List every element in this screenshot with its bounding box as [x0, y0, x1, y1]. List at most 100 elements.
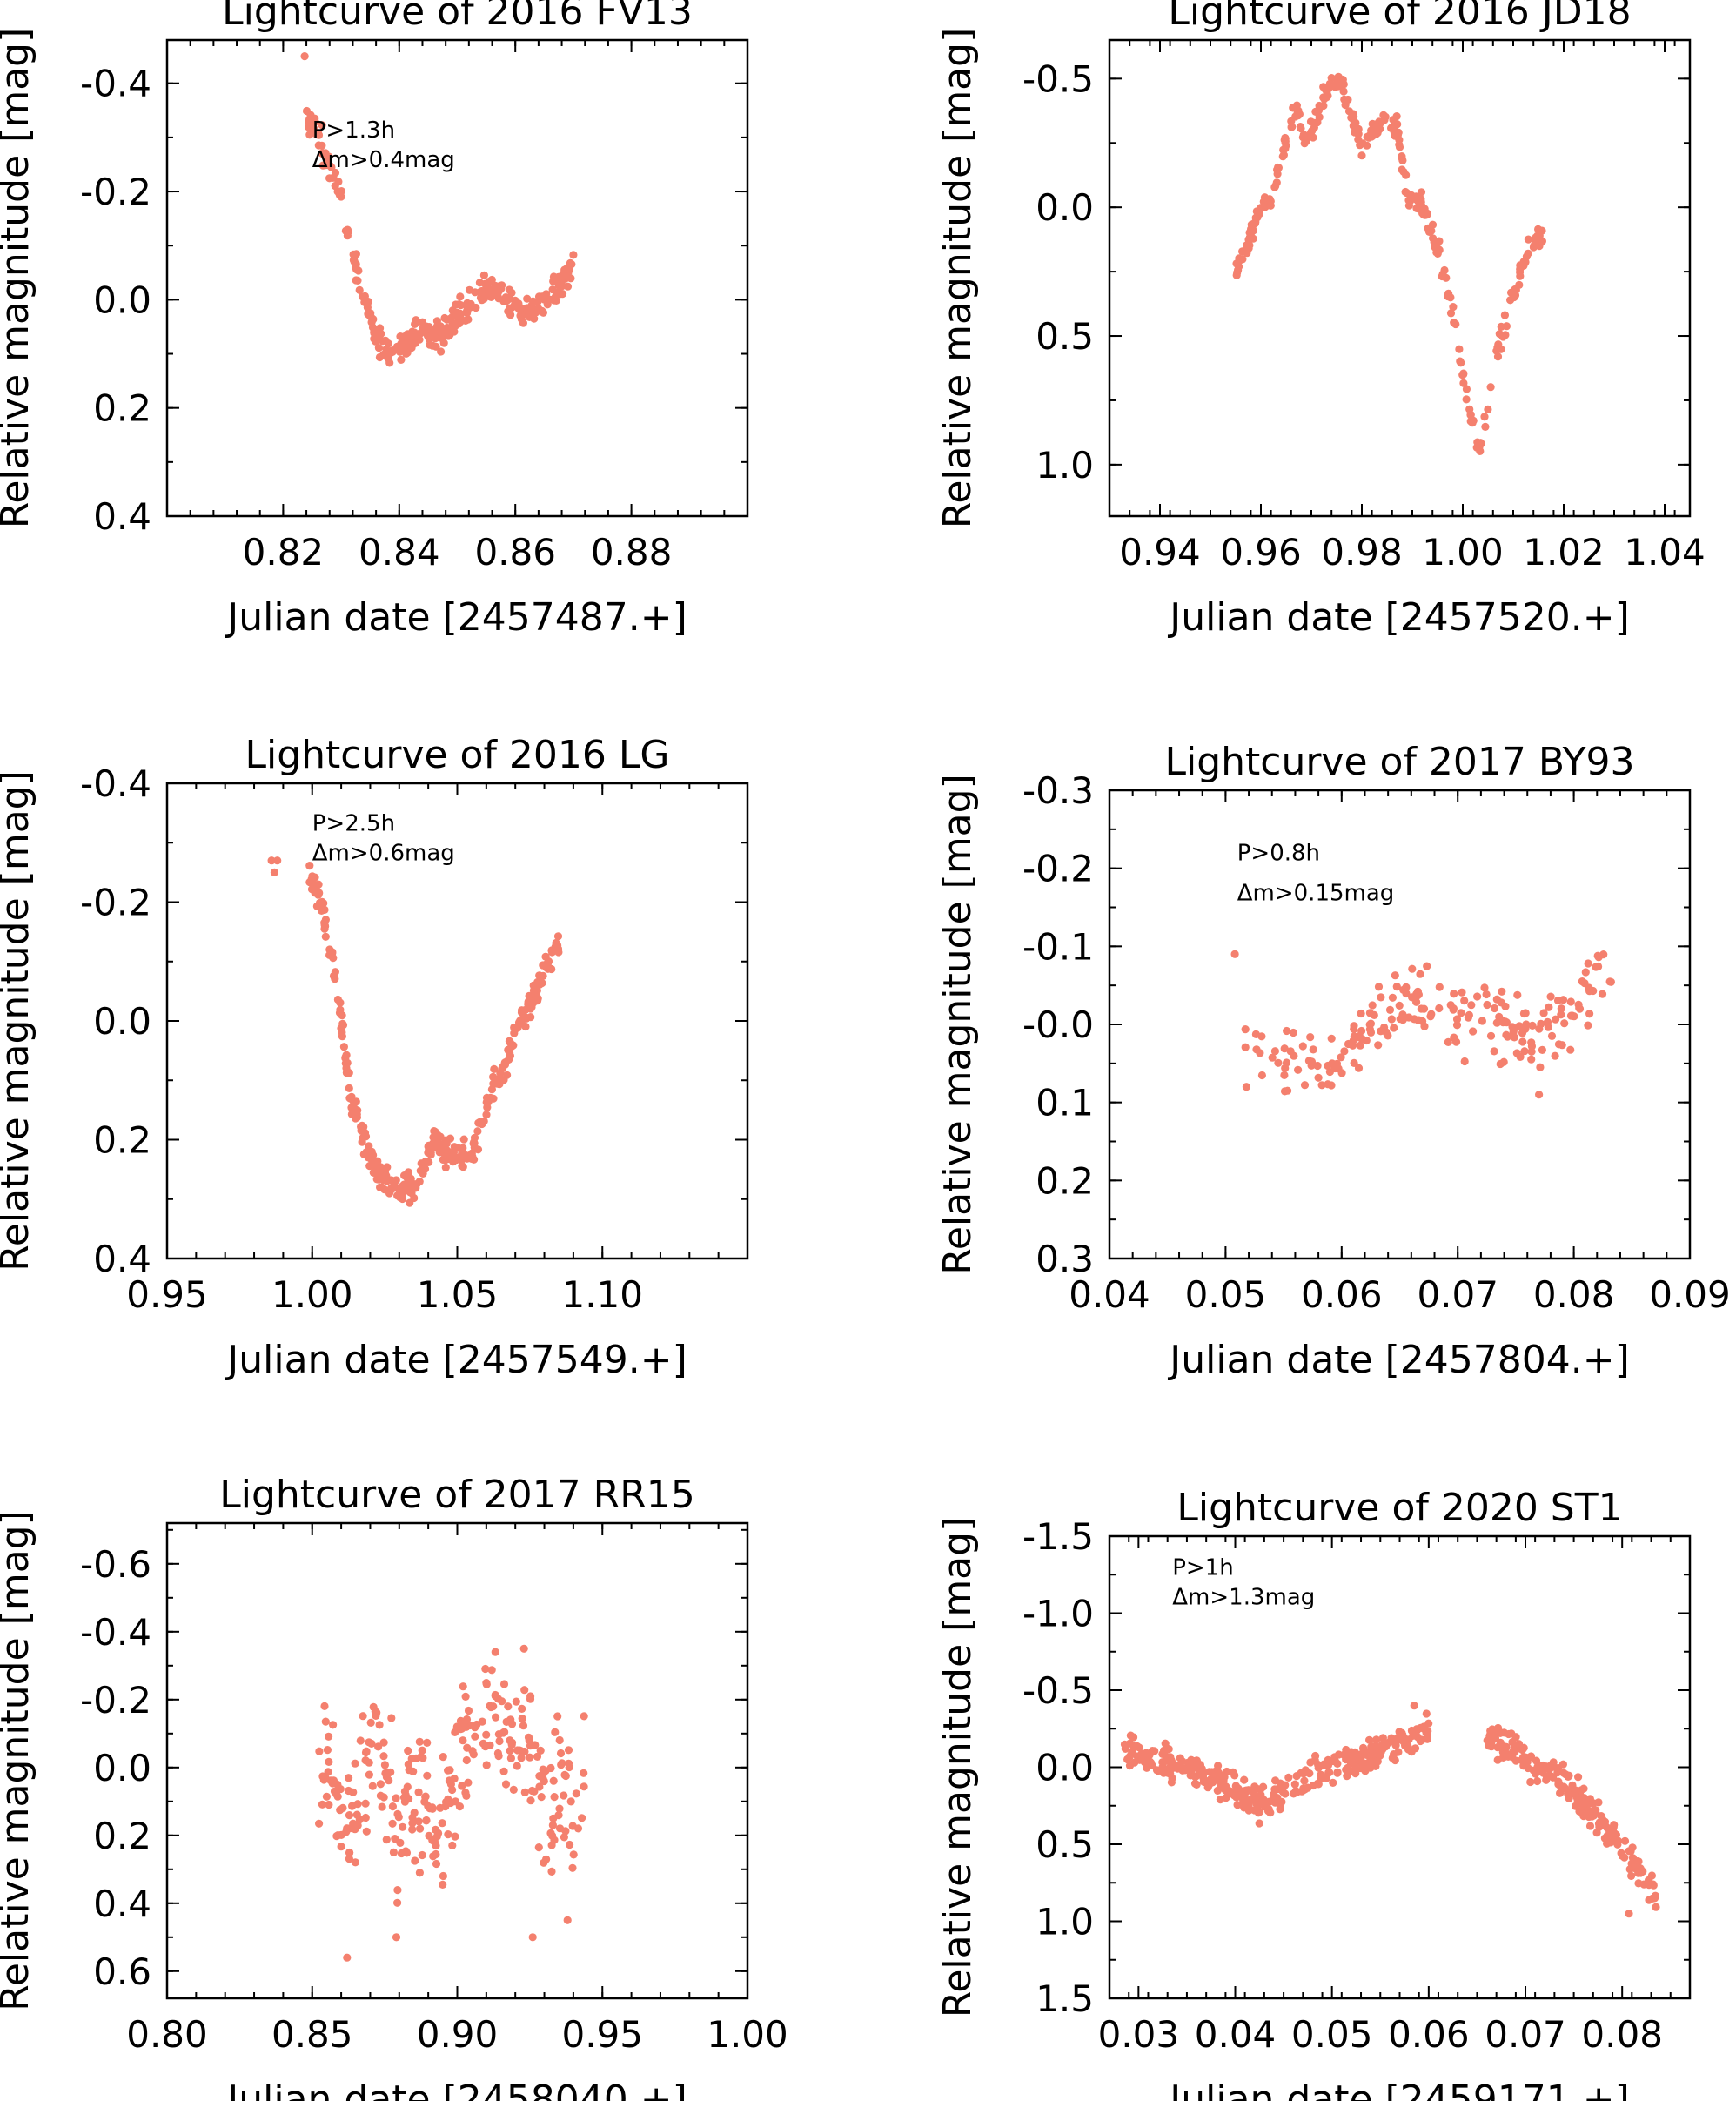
data-point [1498, 987, 1506, 996]
data-point [1255, 207, 1263, 216]
data-point [1394, 1748, 1403, 1756]
data-point [362, 1827, 371, 1836]
x-tick-label: 1.00 [707, 2013, 788, 2056]
data-point [1350, 1058, 1358, 1067]
data-point [529, 986, 539, 995]
data-point [1338, 76, 1347, 84]
data-point [1310, 118, 1318, 127]
data-point [426, 1804, 434, 1813]
data-point [428, 1139, 438, 1148]
panel-4: Lightcurve of 2017 BY93 Julian date [2457… [935, 740, 1731, 1382]
data-point [1462, 385, 1471, 393]
data-point [552, 938, 560, 948]
x-tick-label: 0.05 [1291, 2013, 1373, 2056]
data-point [354, 266, 363, 275]
data-point [429, 1852, 438, 1861]
data-point [1381, 1739, 1390, 1748]
data-point [1140, 1758, 1149, 1767]
data-point [1276, 1779, 1284, 1788]
data-point [1350, 1032, 1358, 1041]
data-point [1537, 1019, 1545, 1028]
data-point [1340, 1047, 1349, 1056]
data-point [1446, 309, 1456, 318]
data-point [321, 152, 330, 161]
data-point [370, 328, 379, 337]
data-point [1450, 1033, 1458, 1042]
data-point [406, 332, 415, 341]
data-point [1290, 1789, 1298, 1798]
data-point [399, 1822, 407, 1831]
y-tick-label: -0.0 [1022, 1004, 1094, 1046]
data-point [1633, 1857, 1642, 1866]
data-point [1458, 988, 1466, 997]
x-tick-label: 0.88 [591, 531, 673, 574]
data-point [361, 1813, 370, 1822]
x-tick-label: 1.04 [1624, 531, 1706, 574]
data-point [1368, 1001, 1377, 1010]
data-point [1166, 1769, 1175, 1778]
data-point [554, 1811, 563, 1820]
data-point [387, 1714, 396, 1722]
data-point [528, 297, 538, 305]
data-point [536, 972, 545, 981]
data-point [1122, 1744, 1130, 1753]
data-point [366, 1718, 375, 1727]
data-point [1551, 1051, 1559, 1060]
annotation-text: P>1h [1172, 1554, 1233, 1581]
data-point [1398, 165, 1406, 174]
data-point [499, 1767, 508, 1775]
data-point [1395, 140, 1404, 149]
data-point [1460, 997, 1469, 1005]
data-point [331, 168, 340, 178]
data-point [371, 1707, 379, 1716]
data-point [1356, 1041, 1364, 1050]
data-point [546, 1829, 555, 1837]
data-point [539, 1769, 547, 1778]
data-point [1274, 164, 1283, 172]
data-point [482, 285, 491, 293]
data-point [471, 1732, 479, 1741]
data-point [1290, 1051, 1298, 1060]
data-point [1320, 95, 1329, 104]
data-point [1366, 1028, 1376, 1037]
data-point [551, 1728, 560, 1736]
data-point [1639, 1867, 1647, 1876]
data-point [305, 862, 314, 870]
x-tick-label: 0.82 [243, 531, 325, 574]
data-point [1256, 1049, 1264, 1057]
data-point [1290, 1780, 1299, 1789]
data-point [392, 1794, 400, 1802]
data-point [328, 949, 337, 957]
data-point [385, 1189, 394, 1198]
data-point [440, 313, 449, 323]
data-point [1362, 1036, 1371, 1045]
y-tick-label: 0.0 [93, 1747, 151, 1789]
data-point [1348, 110, 1357, 118]
data-point [1324, 1061, 1332, 1071]
data-point [444, 1830, 452, 1839]
data-point [1233, 1801, 1242, 1809]
data-series [315, 1644, 588, 1962]
data-point [1268, 1053, 1277, 1062]
data-point [1527, 1055, 1536, 1064]
data-point [1503, 1032, 1512, 1041]
data-point [1450, 990, 1458, 998]
data-point [357, 1126, 365, 1135]
data-point [510, 1029, 519, 1037]
data-point [1239, 1796, 1248, 1805]
data-point [1377, 993, 1385, 1002]
data-point [1493, 352, 1503, 361]
data-point [1401, 1735, 1411, 1743]
data-point [1319, 83, 1328, 91]
data-point [314, 141, 323, 150]
data-point [1408, 964, 1417, 973]
annotation-text: P>0.8h [1237, 841, 1320, 867]
data-point [1530, 241, 1538, 250]
annotation-text: P>1.3h [312, 117, 395, 144]
data-point [472, 303, 480, 312]
data-point [479, 294, 488, 303]
data-point [1424, 224, 1432, 232]
data-point [1125, 1752, 1134, 1762]
data-point [388, 1819, 397, 1828]
data-point [345, 1849, 354, 1857]
